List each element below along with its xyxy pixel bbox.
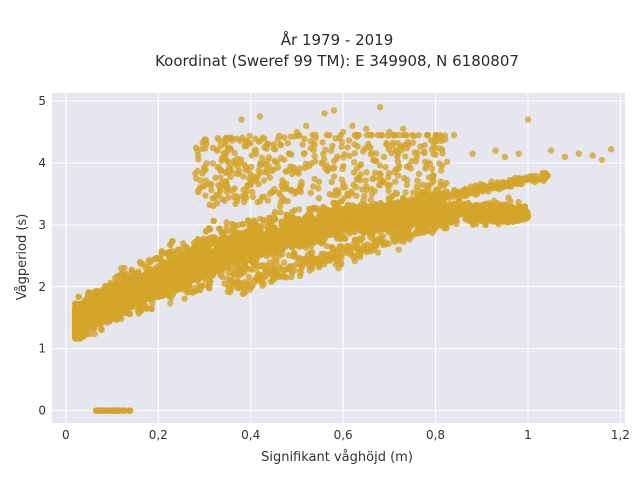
data-point (323, 242, 330, 250)
data-point (276, 203, 284, 210)
data-point (147, 258, 154, 266)
data-point (250, 260, 257, 267)
data-point (271, 215, 279, 223)
data-point (107, 282, 114, 289)
data-point (329, 223, 337, 230)
data-point (302, 215, 309, 222)
data-point (156, 281, 164, 288)
data-point (282, 221, 289, 229)
data-point (273, 257, 280, 265)
data-point (204, 272, 211, 279)
data-point (456, 199, 463, 207)
data-point (229, 220, 236, 228)
data-point (295, 206, 303, 213)
data-point (505, 194, 512, 201)
data-point (515, 198, 522, 206)
data-point (167, 300, 174, 307)
data-point (210, 217, 217, 225)
data-point (385, 216, 393, 224)
data-point (334, 235, 341, 242)
data-point (151, 282, 158, 289)
data-point (243, 264, 250, 272)
data-point (260, 217, 267, 224)
chart-title: År 1979 - 2019 (281, 30, 394, 49)
data-point (283, 236, 290, 244)
data-point (491, 197, 498, 205)
data-point (235, 240, 243, 247)
data-point (320, 204, 327, 211)
data-point (219, 274, 226, 281)
data-point (175, 246, 182, 253)
data-point (98, 326, 105, 333)
data-point (176, 275, 183, 282)
data-point (278, 241, 285, 249)
data-point (514, 217, 521, 224)
data-point (367, 196, 374, 204)
chart-subtitle: Koordinat (Sweref 99 TM): E 349908, N 61… (155, 52, 519, 70)
data-point (169, 238, 176, 245)
data-point (283, 211, 290, 219)
data-point (158, 250, 165, 258)
data-point (466, 217, 473, 225)
data-point (83, 330, 91, 338)
data-point (199, 282, 206, 289)
data-point (271, 208, 279, 216)
data-point (289, 234, 296, 241)
data-point (239, 221, 246, 228)
data-point (84, 325, 92, 332)
data-point (277, 209, 284, 216)
data-point (241, 236, 248, 243)
data-point (216, 225, 223, 232)
data-point (129, 267, 136, 275)
data-point (164, 290, 171, 297)
data-point (181, 295, 188, 302)
data-point (184, 289, 191, 296)
data-point (127, 299, 134, 306)
data-point (211, 237, 218, 244)
data-point (194, 277, 201, 284)
data-point (360, 229, 368, 236)
data-point (114, 277, 121, 284)
data-point (341, 235, 349, 242)
data-point (277, 230, 285, 237)
data-point (126, 279, 134, 287)
data-point (351, 228, 358, 235)
data-point (509, 211, 516, 218)
data-point (320, 237, 327, 244)
data-point (303, 241, 310, 249)
data-point (206, 226, 213, 233)
data-point (248, 231, 255, 238)
data-point (91, 330, 99, 338)
data-point (206, 278, 214, 285)
data-point (223, 219, 230, 226)
data-point (256, 251, 264, 259)
data-point (75, 293, 82, 301)
data-points (71, 104, 615, 414)
